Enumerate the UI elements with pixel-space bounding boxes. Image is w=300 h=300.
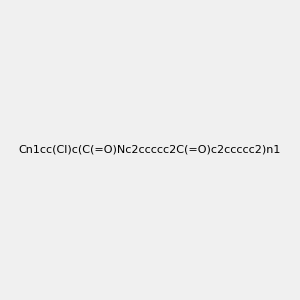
Text: Cn1cc(Cl)c(C(=O)Nc2ccccc2C(=O)c2ccccc2)n1: Cn1cc(Cl)c(C(=O)Nc2ccccc2C(=O)c2ccccc2)n… (19, 145, 281, 155)
